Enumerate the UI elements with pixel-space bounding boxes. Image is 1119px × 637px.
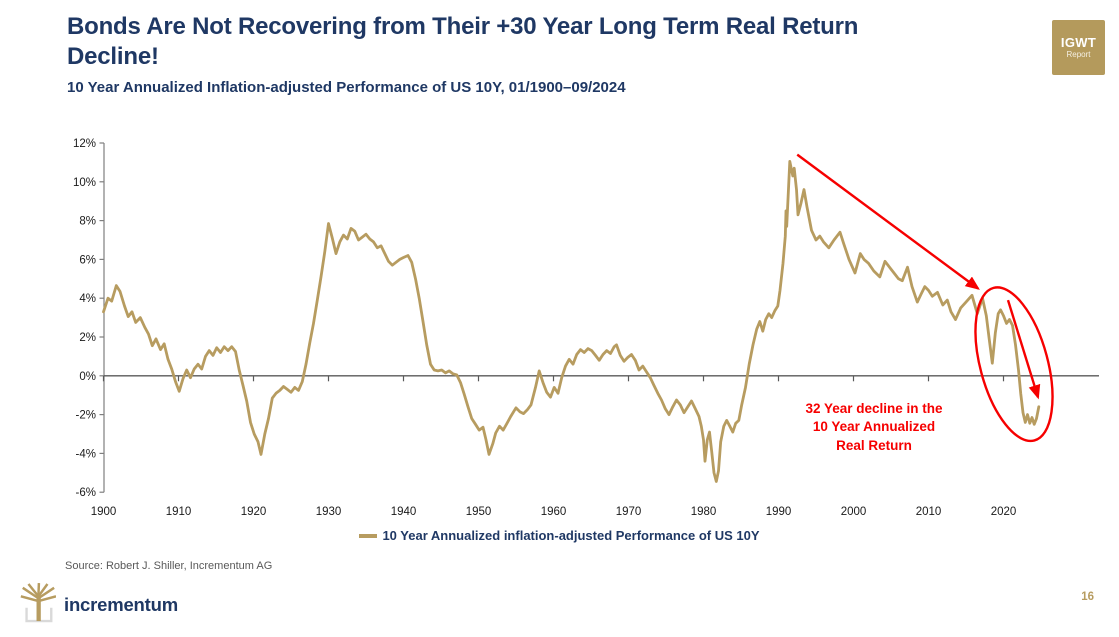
y-tick-label: 4% — [79, 293, 96, 305]
x-tick-label: 1920 — [241, 506, 267, 518]
y-tick-label: 12% — [73, 138, 96, 150]
incrementum-tree-icon — [20, 583, 56, 623]
x-tick-label: 2000 — [841, 506, 867, 518]
legend-line-swatch — [359, 534, 378, 538]
x-tick-label: 1940 — [391, 506, 417, 518]
y-tick-label: 6% — [79, 254, 96, 266]
page-subtitle: 10 Year Annualized Inflation-adjusted Pe… — [67, 79, 626, 96]
x-tick-label: 2010 — [916, 506, 942, 518]
brand-logo: incrementum — [18, 583, 178, 623]
y-tick-label: 2% — [79, 332, 96, 344]
y-tick-label: -4% — [76, 448, 96, 460]
annotation-line-3: Real Return — [836, 437, 912, 453]
y-tick-label: -2% — [76, 410, 96, 422]
page-title-line2: Decline! — [67, 43, 159, 70]
y-tick-label: -6% — [76, 487, 96, 499]
highlight-ellipse — [974, 286, 1054, 443]
y-tick-label: 0% — [79, 371, 96, 383]
x-tick-label: 1980 — [691, 506, 717, 518]
annotation-line-2: 10 Year Annualized — [812, 419, 936, 435]
page-number: 16 — [1081, 591, 1094, 603]
annotation-line-1: 32 Year decline in the — [805, 401, 943, 416]
badge-title: IGWT — [1060, 34, 1097, 50]
decline-arrow — [796, 153, 980, 290]
badge-subtitle: Report — [1066, 49, 1091, 59]
decline-arrow — [1006, 299, 1041, 400]
chart-legend: 10 Year Annualized inflation-adjusted Pe… — [0, 528, 1119, 543]
x-tick-label: 1990 — [766, 506, 792, 518]
x-tick-label: 1930 — [316, 506, 342, 518]
legend-series-label: 10 Year Annualized inflation-adjusted Pe… — [382, 528, 760, 543]
page-title-line1: Bonds Are Not Recovering from Their +30 … — [67, 13, 859, 40]
x-tick-label: 2020 — [991, 506, 1017, 518]
x-tick-label: 1900 — [91, 506, 117, 518]
x-tick-label: 1950 — [466, 506, 492, 518]
page-title: Bonds Are Not Recovering from Their +30 … — [67, 12, 1047, 72]
series-line — [102, 159, 1041, 483]
igwt-report-badge: IGWT Report — [1052, 20, 1105, 75]
brand-wordmark: incrementum — [64, 594, 178, 615]
x-tick-label: 1910 — [166, 506, 192, 518]
chart-annotation-text: 32 Year decline in the 10 Year Annualize… — [794, 400, 954, 455]
x-tick-label: 1970 — [616, 506, 642, 518]
y-tick-label: 8% — [79, 216, 96, 228]
source-note: Source: Robert J. Shiller, Incrementum A… — [65, 560, 273, 572]
y-tick-label: 10% — [73, 177, 96, 189]
x-tick-label: 1960 — [541, 506, 567, 518]
